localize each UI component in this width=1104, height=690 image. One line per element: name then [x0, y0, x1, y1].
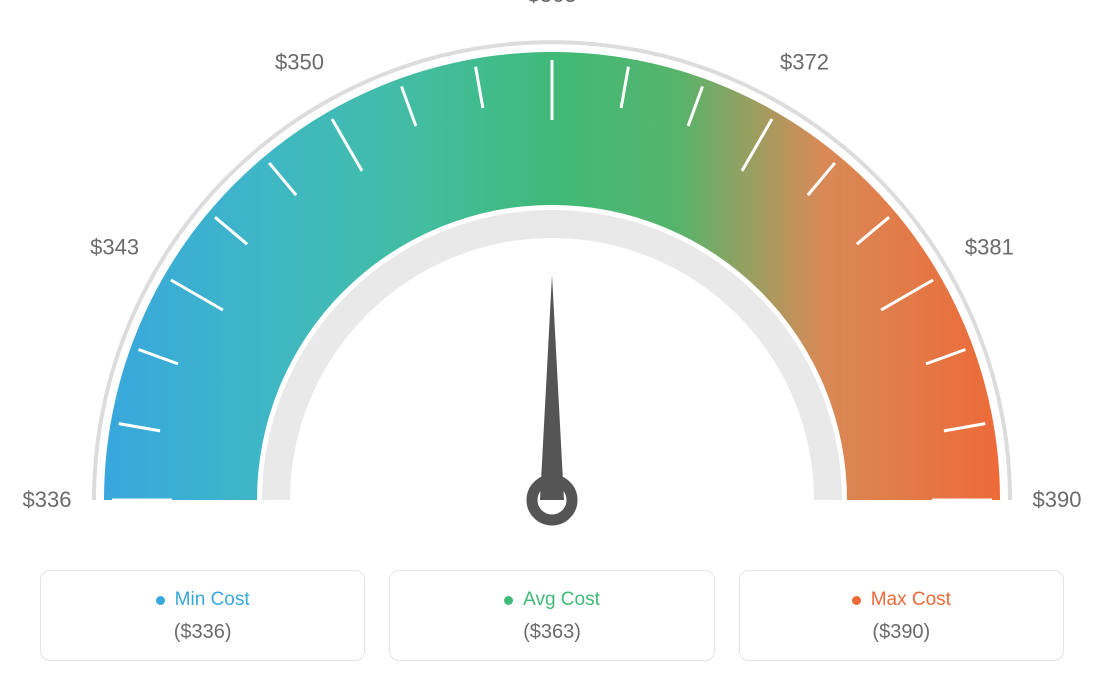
legend-card-avg: Avg Cost ($363): [389, 570, 714, 661]
dot-avg-icon: [504, 596, 513, 605]
gauge-svg: $336 $343 $350 $363 $372 $381 $390: [0, 0, 1104, 560]
tick-label: $381: [965, 235, 1014, 260]
legend-value-avg: ($363): [400, 621, 703, 644]
tick-label: $372: [780, 50, 829, 75]
legend-value-min: ($336): [51, 621, 354, 644]
gauge-container: $336 $343 $350 $363 $372 $381 $390: [0, 0, 1104, 560]
tick-label: $390: [1033, 487, 1082, 512]
legend-card-max: Max Cost ($390): [739, 570, 1064, 661]
legend-value-max: ($390): [750, 621, 1053, 644]
tick-label: $336: [23, 487, 72, 512]
legend-label-avg: Avg Cost: [523, 589, 600, 611]
dot-min-icon: [156, 596, 165, 605]
tick-label: $343: [90, 235, 139, 260]
needle: [540, 275, 564, 500]
tick-label: $363: [528, 0, 577, 7]
legend-label-min: Min Cost: [175, 589, 250, 611]
legend-label-max: Max Cost: [871, 589, 951, 611]
tick-label: $350: [275, 50, 324, 75]
dot-max-icon: [852, 596, 861, 605]
legend-row: Min Cost ($336) Avg Cost ($363) Max Cost…: [0, 570, 1104, 661]
legend-title-min: Min Cost: [156, 589, 250, 611]
legend-title-max: Max Cost: [852, 589, 951, 611]
legend-title-avg: Avg Cost: [504, 589, 600, 611]
legend-card-min: Min Cost ($336): [40, 570, 365, 661]
